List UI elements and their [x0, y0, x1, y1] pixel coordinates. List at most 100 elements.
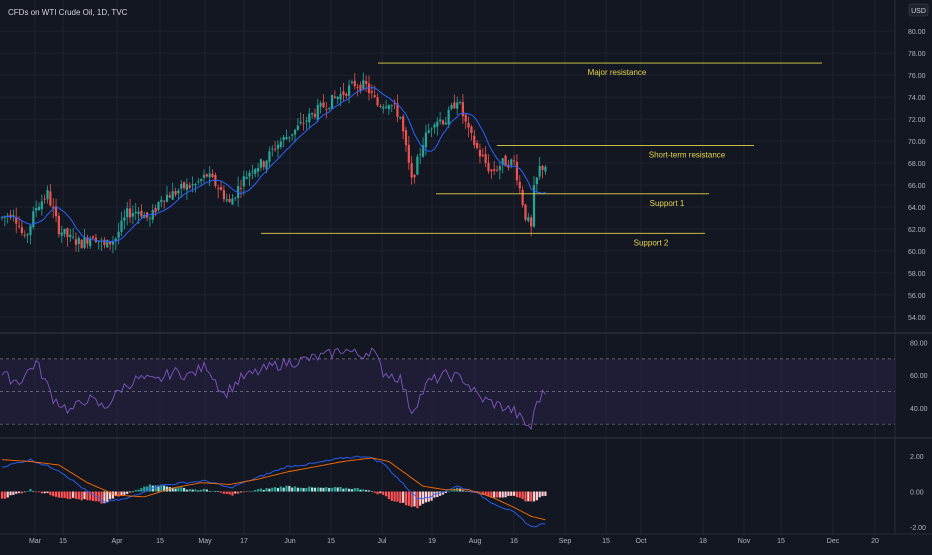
macd-histogram-bar — [376, 491, 379, 495]
macd-histogram-bar — [46, 491, 49, 494]
macd-histogram-bar — [305, 487, 308, 492]
macd-histogram-bar — [507, 491, 510, 496]
macd-histogram-bar — [234, 491, 237, 494]
macd-histogram-bar — [347, 488, 351, 492]
candle-body — [444, 122, 447, 125]
candle-body — [311, 113, 314, 115]
candle-body — [191, 184, 194, 186]
candle-body — [242, 176, 245, 187]
candle-body — [114, 238, 117, 242]
macd-histogram-bar — [467, 491, 470, 492]
macd-histogram-bar — [200, 489, 203, 492]
macd-histogram-bar — [123, 491, 126, 495]
candle-body — [20, 227, 24, 234]
annotations: Major resistance Short-term resistance Sup… — [261, 62, 822, 247]
candle-body — [268, 151, 271, 162]
candle-body — [470, 126, 473, 134]
price-tick-label: 78.00 — [908, 51, 926, 58]
macd-histogram-bar — [222, 491, 226, 494]
macd-histogram-bar — [359, 489, 362, 492]
x-tick-label: 18 — [699, 538, 707, 545]
signal-line — [1, 457, 546, 521]
macd-histogram-bar — [490, 491, 493, 498]
macd-histogram-bar — [63, 491, 66, 498]
candle-body — [359, 84, 362, 91]
candle-body — [328, 107, 331, 109]
candle-body — [347, 85, 351, 96]
rsi-pane — [0, 347, 895, 431]
macd-histogram-bar — [393, 491, 396, 502]
axes: 80.00 78.00 76.00 74.00 72.00 70.00 68.00 66.00… — [29, 29, 928, 545]
candle-body — [137, 211, 140, 215]
macd-histogram-bar — [66, 491, 69, 499]
annotation-label: Support 1 — [650, 199, 685, 208]
candle-body — [202, 174, 206, 178]
macd-histogram-bar — [464, 490, 467, 492]
macd-histogram-bar — [154, 485, 157, 492]
candle-body — [342, 91, 345, 95]
macd-histogram-bar — [350, 489, 354, 492]
candle-body — [60, 232, 63, 236]
candle-body — [128, 208, 132, 218]
x-tick-label: 15 — [327, 538, 335, 545]
candle-body — [120, 220, 123, 232]
macd-histogram-bar — [524, 491, 527, 502]
macd-histogram-bar — [461, 490, 464, 492]
macd-histogram-bar — [160, 484, 163, 492]
macd-histogram-bar — [0, 491, 4, 499]
price-tick-label: 56.00 — [908, 293, 926, 300]
macd-histogram-bar — [134, 490, 137, 492]
candle-body — [23, 234, 26, 236]
macd-histogram-bar — [54, 491, 58, 497]
candle-body — [353, 80, 356, 87]
candle-body — [481, 154, 484, 157]
macd-histogram-bar — [225, 491, 228, 494]
macd-histogram-bar — [145, 486, 149, 492]
macd-histogram-bar — [259, 488, 262, 492]
macd-histogram-bar — [504, 491, 507, 498]
candle-body — [535, 177, 538, 185]
macd-histogram-bar — [214, 490, 217, 492]
macd-histogram-bar — [40, 491, 43, 494]
currency-badge[interactable] — [908, 3, 929, 17]
candle-body — [484, 154, 487, 163]
candle-body — [541, 165, 544, 170]
candle-body — [231, 198, 234, 205]
candle-body — [413, 174, 416, 178]
annotation-label: Support 2 — [634, 238, 669, 247]
macd-histogram-bar — [530, 491, 533, 502]
macd-histogram-bar — [69, 491, 72, 499]
candle-body — [373, 95, 376, 97]
macd-histogram-bar — [43, 491, 46, 494]
macd-histogram-bar — [384, 491, 388, 497]
candle-body — [54, 206, 58, 217]
macd-histogram-bar — [242, 491, 245, 493]
candle-body — [248, 172, 251, 177]
candle-body — [200, 179, 203, 182]
macd-histogram-bar — [373, 491, 376, 493]
candle-body — [43, 198, 46, 200]
x-tick-label: 15 — [777, 538, 785, 545]
candle-body — [453, 102, 456, 109]
candle-body — [291, 134, 294, 136]
candle-body — [393, 103, 396, 105]
candle-body — [0, 217, 4, 219]
candle-body — [91, 236, 95, 239]
macd-histogram-bar — [345, 487, 348, 492]
annotation-label: Major resistance — [588, 68, 647, 77]
candle-body — [345, 93, 348, 96]
candle-body — [57, 215, 60, 235]
candle-body — [476, 142, 479, 148]
macd-histogram-bar — [188, 489, 191, 492]
macd-tick-label: 2.00 — [910, 454, 924, 461]
candle-body — [404, 130, 408, 146]
candle-body — [416, 156, 419, 175]
candle-body — [188, 185, 191, 188]
candle-body — [467, 122, 470, 128]
macd-histogram-bar — [137, 489, 140, 492]
macd-histogram-bar — [399, 491, 402, 504]
candle-body — [421, 145, 425, 157]
candle-body — [168, 195, 171, 198]
macd-histogram-bar — [6, 491, 9, 498]
